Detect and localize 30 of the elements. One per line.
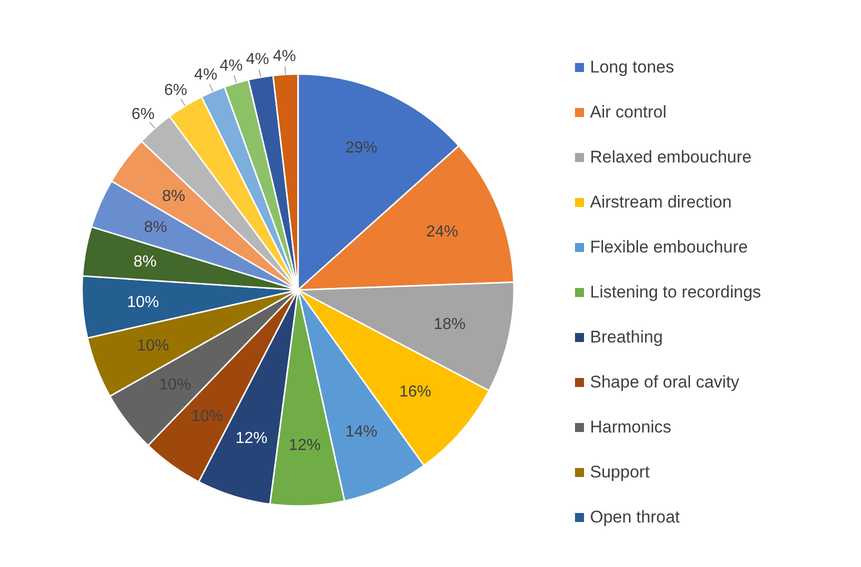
data-label: 6%: [164, 82, 188, 100]
data-label: 12%: [288, 436, 321, 454]
data-label: 10%: [126, 294, 159, 311]
legend-label: Support: [590, 462, 650, 482]
data-label: 16%: [399, 384, 432, 401]
data-label: 4%: [272, 48, 296, 65]
data-label: 6%: [131, 106, 155, 124]
legend-label: Breathing: [590, 328, 663, 346]
data-label: 14%: [345, 424, 378, 441]
data-label: 12%: [235, 430, 268, 447]
legend-label: Flexible embouchure: [590, 238, 748, 256]
data-label: 24%: [426, 223, 458, 240]
data-label: 29%: [345, 139, 378, 156]
data-label: 10%: [191, 408, 224, 425]
legend-label: Airstream direction: [590, 192, 732, 212]
legend-label: Long tones: [590, 58, 674, 76]
legend-label: Listening to recordings: [590, 282, 762, 302]
legend-label: Air control: [590, 102, 667, 122]
data-label: 8%: [144, 219, 168, 236]
legend-label: Relaxed embouchure: [590, 148, 752, 166]
data-label: 8%: [162, 188, 186, 206]
legend-label: Shape of oral cavity: [590, 372, 740, 392]
legend-label: Open throat: [590, 508, 680, 526]
data-label: 8%: [133, 254, 157, 271]
data-label: 4%: [194, 66, 218, 84]
data-label: 4%: [220, 57, 243, 74]
legend-label: Harmonics: [590, 418, 672, 436]
data-label: 4%: [246, 51, 270, 68]
data-label: 18%: [434, 316, 466, 334]
data-label: 10%: [136, 338, 169, 355]
